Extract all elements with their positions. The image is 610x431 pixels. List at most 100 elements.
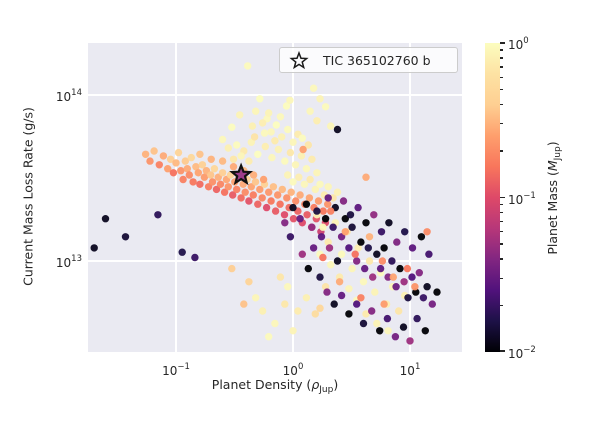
data-point xyxy=(304,264,312,273)
data-point xyxy=(207,155,215,163)
data-point xyxy=(254,200,262,208)
data-point xyxy=(240,300,248,308)
data-point xyxy=(348,223,356,231)
data-point xyxy=(276,273,285,281)
data-point xyxy=(185,171,193,179)
data-point xyxy=(261,142,269,151)
data-point xyxy=(250,133,259,141)
data-point xyxy=(181,157,189,165)
data-point xyxy=(324,200,332,208)
x-axis-label-text: Planet Density ( xyxy=(211,377,312,392)
data-point xyxy=(308,155,316,163)
data-point xyxy=(313,207,321,215)
data-point xyxy=(281,300,289,308)
data-point xyxy=(333,188,342,196)
data-point xyxy=(236,111,244,119)
data-point xyxy=(376,327,384,335)
data-point xyxy=(337,291,346,300)
x-tick-label: 101 xyxy=(399,362,421,378)
data-point xyxy=(368,307,376,315)
data-point xyxy=(423,228,431,236)
data-point xyxy=(391,333,400,341)
data-point xyxy=(385,219,393,227)
colorbar-tick-label: 10−2 xyxy=(508,345,536,361)
data-point xyxy=(166,155,175,163)
data-point xyxy=(317,233,326,241)
data-point xyxy=(121,233,130,241)
data-point xyxy=(348,264,356,273)
data-point xyxy=(196,150,204,158)
y-tick-label: 1014 xyxy=(55,88,82,105)
data-point xyxy=(237,194,245,202)
data-point xyxy=(274,145,283,154)
data-point xyxy=(345,310,353,318)
x-axis-label: Planet Density (ρJup) xyxy=(88,377,462,395)
data-point xyxy=(408,244,417,252)
data-point xyxy=(305,194,314,202)
data-point xyxy=(220,188,229,196)
data-point xyxy=(172,159,180,167)
plot-area: TIC 365102760 b xyxy=(88,43,462,352)
x-axis-label-subscript: Jup xyxy=(319,385,334,395)
colorbar-minor-tick xyxy=(500,203,503,206)
data-point xyxy=(289,215,298,223)
colorbar-minor-tick xyxy=(500,150,503,152)
data-point xyxy=(309,244,318,252)
colorbar-gradient xyxy=(485,43,500,352)
data-point xyxy=(413,314,421,323)
data-point xyxy=(265,333,273,341)
data-point xyxy=(308,223,316,231)
data-point xyxy=(337,250,346,258)
gridline xyxy=(88,94,462,96)
data-point xyxy=(406,337,414,345)
data-point xyxy=(258,307,267,315)
data-point xyxy=(354,203,362,212)
data-point xyxy=(333,257,342,265)
data-point xyxy=(281,157,289,165)
data-point xyxy=(216,180,225,188)
data-point xyxy=(183,165,191,173)
data-point xyxy=(233,185,241,194)
data-point xyxy=(362,173,370,181)
data-point xyxy=(311,185,319,194)
data-point xyxy=(90,244,98,252)
data-point xyxy=(274,191,282,199)
data-point xyxy=(271,319,279,328)
x-axis-label-close: ) xyxy=(333,377,339,392)
data-point xyxy=(321,215,330,223)
data-point xyxy=(296,191,304,199)
gridline xyxy=(292,43,294,352)
data-point xyxy=(404,294,412,302)
colorbar xyxy=(485,43,500,352)
data-point xyxy=(345,244,353,252)
colorbar-major-tick xyxy=(500,196,505,199)
data-point xyxy=(373,250,381,258)
data-point xyxy=(245,197,253,205)
data-point xyxy=(319,223,327,231)
data-point xyxy=(289,178,297,186)
data-point xyxy=(428,300,436,308)
colorbar-minor-tick xyxy=(500,123,503,125)
data-point xyxy=(179,175,187,184)
data-point xyxy=(341,215,349,223)
colorbar-minor-tick xyxy=(500,231,503,233)
data-point xyxy=(245,278,253,286)
data-point xyxy=(292,197,300,205)
data-point xyxy=(313,169,321,177)
colorbar-label-text: Planet Mass ( xyxy=(545,171,560,255)
data-point xyxy=(354,244,362,252)
data-point xyxy=(286,233,295,241)
data-point xyxy=(146,157,154,165)
data-point xyxy=(339,197,348,205)
data-point xyxy=(425,250,433,258)
data-point xyxy=(359,319,368,328)
data-point xyxy=(241,188,249,196)
data-point xyxy=(401,228,409,236)
data-point xyxy=(256,95,264,103)
data-point xyxy=(403,264,412,273)
data-point xyxy=(361,264,369,273)
data-point xyxy=(169,169,178,177)
data-point xyxy=(373,319,381,328)
data-point xyxy=(177,167,185,175)
colorbar-minor-tick xyxy=(500,211,503,214)
